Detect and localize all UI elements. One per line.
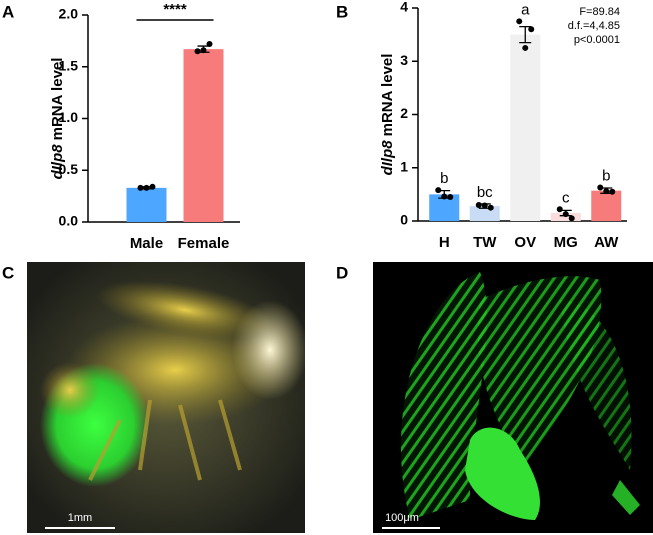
- group-letter: b: [440, 170, 448, 187]
- y-axis-label-gene: dIlp8: [379, 140, 396, 176]
- x-tick-label: Male: [130, 235, 163, 252]
- scale-bar-label: 100μm: [385, 512, 419, 524]
- y-tick-label: 0: [400, 212, 408, 228]
- x-tick-label: Female: [178, 235, 230, 252]
- panel-label: D: [336, 263, 348, 282]
- data-point: [137, 184, 144, 191]
- stat-text: p<0.0001: [574, 34, 620, 46]
- data-point: [562, 211, 569, 218]
- data-point: [441, 193, 448, 200]
- data-point: [200, 47, 207, 54]
- data-point: [481, 202, 488, 209]
- fly-image: [27, 262, 305, 533]
- bar: [183, 49, 224, 222]
- y-tick-label: 4: [400, 0, 408, 15]
- data-point: [447, 194, 454, 201]
- y-axis-label-gene: dIlp8: [49, 144, 66, 180]
- y-tick-label: 1.5: [59, 57, 79, 73]
- data-point: [522, 44, 529, 51]
- bar: [126, 187, 167, 222]
- stat-text: F=89.84: [579, 6, 620, 18]
- x-tick-label: TW: [473, 234, 497, 251]
- y-axis-label-text: mRNA level: [49, 58, 66, 141]
- bar: [510, 34, 541, 221]
- data-point: [475, 202, 482, 209]
- data-point: [597, 184, 604, 191]
- bar: [591, 190, 622, 221]
- x-tick-label: OV: [514, 234, 536, 251]
- x-tick-label: MG: [554, 234, 578, 251]
- x-tick-label: AW: [594, 234, 619, 251]
- group-letter: bc: [477, 184, 493, 201]
- data-point: [487, 204, 494, 211]
- y-tick-label: 2: [400, 105, 408, 121]
- panel-label: C: [2, 263, 14, 282]
- data-point: [516, 18, 523, 25]
- y-tick-label: 0.5: [59, 161, 79, 177]
- y-tick-label: 0.0: [59, 213, 79, 229]
- data-point: [609, 188, 616, 195]
- data-point: [149, 183, 156, 190]
- stat-text: d.f.=4,4.85: [568, 20, 620, 32]
- y-axis-label-text: mRNA level: [379, 54, 396, 137]
- group-letter: a: [521, 1, 530, 18]
- data-point: [435, 187, 442, 194]
- significance-label: ****: [163, 1, 187, 18]
- group-letter: c: [562, 189, 570, 206]
- y-axis-label: dIlp8 mRNA level: [379, 54, 396, 176]
- data-point: [568, 215, 575, 222]
- data-point: [528, 26, 535, 33]
- panel-label: A: [2, 2, 14, 21]
- y-tick-label: 1: [400, 158, 408, 174]
- data-point: [603, 188, 610, 195]
- y-tick-label: 1.0: [59, 109, 79, 125]
- data-point: [143, 184, 150, 191]
- data-point: [556, 206, 563, 213]
- tissue-image: [373, 262, 653, 533]
- y-tick-label: 3: [400, 52, 408, 68]
- y-axis-label: dIlp8 mRNA level: [49, 58, 66, 180]
- panel-label: B: [336, 2, 348, 21]
- x-tick-label: H: [439, 234, 450, 251]
- group-letter: b: [602, 167, 610, 184]
- error-bar: [519, 25, 532, 44]
- data-point: [206, 40, 213, 47]
- data-point: [194, 48, 201, 55]
- scale-bar-label: 1mm: [68, 512, 92, 524]
- y-tick-label: 2.0: [59, 6, 79, 22]
